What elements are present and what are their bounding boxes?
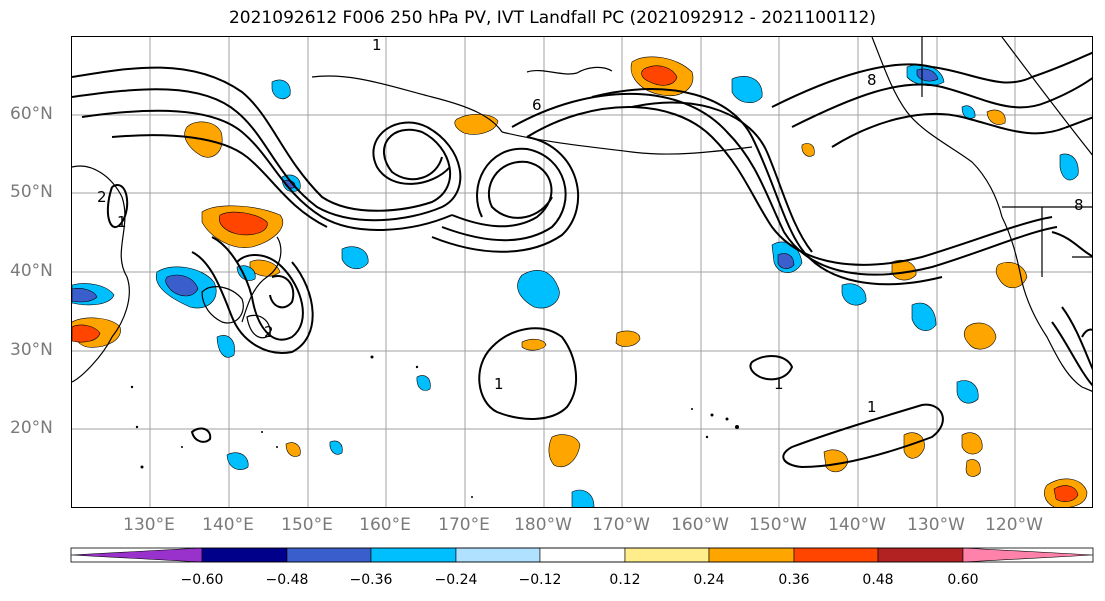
lat-label-40n: 40°N	[10, 261, 53, 281]
lon-label-130e: 130°E	[123, 515, 175, 535]
colorbar-tick-label: −0.12	[518, 572, 562, 588]
anomaly-positive	[823, 449, 849, 473]
anomaly-negative	[517, 270, 560, 309]
figure-title: 2021092612 F006 250 hPa PV, IVT Landfall…	[228, 8, 876, 28]
colorbar-cell	[793, 547, 879, 563]
colorbar-cell	[624, 547, 710, 563]
anomaly-negative	[731, 76, 763, 104]
lon-label-170w: 170°W	[592, 515, 650, 535]
contour-label: 8	[1074, 196, 1084, 214]
coastlines	[72, 37, 1092, 392]
anomaly-negative	[216, 335, 235, 358]
colorbar-cell	[286, 547, 372, 563]
anomaly-negative	[1059, 153, 1079, 181]
lat-label-50n: 50°N	[10, 182, 53, 202]
anomaly-positive	[72, 324, 101, 343]
contour-label: 6	[532, 96, 542, 114]
lon-label-140e: 140°E	[202, 515, 254, 535]
contour-labels: 1 2 6 8 1 2 1 1 1 8	[97, 37, 1084, 416]
anomaly-negative	[341, 246, 369, 270]
colorbar-tick-label: 0.36	[778, 572, 810, 588]
colorbar-tick-label: −0.24	[434, 572, 478, 588]
pv-contours	[72, 51, 1092, 469]
colorbar	[70, 547, 1094, 563]
anomaly-positive	[285, 442, 301, 457]
lon-label-170e: 170°E	[438, 515, 490, 535]
shaded-anomalies	[72, 56, 1088, 507]
lon-label-160e: 160°E	[359, 515, 411, 535]
colorbar-tick-label: 0.60	[947, 572, 979, 588]
lon-label-160w: 160°W	[671, 515, 729, 535]
anomaly-positive	[615, 330, 641, 347]
anomaly-negative	[777, 253, 795, 269]
lat-label-30n: 30°N	[10, 340, 53, 360]
colorbar-cell	[455, 547, 541, 563]
anomaly-positive	[965, 459, 981, 477]
colorbar-cell	[70, 547, 203, 563]
colorbar-tick-label: −0.48	[265, 572, 309, 588]
anomaly-positive	[641, 65, 678, 86]
anomaly-positive	[454, 114, 499, 135]
map-panel: 1 2 6 8 1 2 1 1 1 8	[71, 36, 1093, 508]
colorbar-cell	[877, 547, 964, 563]
anomaly-negative	[165, 274, 199, 297]
anomaly-positive	[963, 322, 997, 350]
contour-label: 1	[774, 375, 784, 393]
anomaly-negative	[329, 440, 343, 455]
colorbar-tick-label: −0.60	[180, 572, 224, 588]
colorbar-tick-label: 0.48	[862, 572, 894, 588]
contour-label: 1	[494, 375, 504, 393]
islands	[130, 355, 739, 498]
colorbar-tick-label: 0.24	[693, 572, 725, 588]
colorbar-cell	[370, 547, 457, 563]
anomaly-negative	[956, 380, 979, 404]
lat-label-60n: 60°N	[10, 104, 53, 124]
anomaly-negative	[226, 452, 249, 470]
anomaly-positive	[548, 434, 581, 468]
anomaly-positive	[903, 432, 925, 459]
colorbar-cell	[962, 547, 1094, 563]
colorbar-tick-label: 0.12	[609, 572, 641, 588]
anomaly-negative	[961, 105, 976, 119]
colorbar-cell	[708, 547, 795, 563]
anomaly-positive	[986, 109, 1006, 125]
map-canvas: 1 2 6 8 1 2 1 1 1 8	[72, 37, 1092, 507]
lat-label-20n: 20°N	[10, 418, 53, 438]
anomaly-positive	[801, 143, 815, 157]
anomaly-positive	[521, 338, 547, 351]
colorbar-cell	[201, 547, 288, 563]
contour-label: 1	[372, 37, 382, 54]
gridlines	[72, 37, 1092, 507]
anomaly-negative	[271, 79, 291, 100]
contour-label: 8	[867, 71, 877, 89]
anomaly-positive	[961, 432, 983, 455]
lon-label-140w: 140°W	[828, 515, 886, 535]
anomaly-negative	[571, 489, 595, 507]
anomaly-positive	[1053, 485, 1079, 502]
lon-label-120w: 120°W	[985, 515, 1043, 535]
lon-label-150e: 150°E	[281, 515, 333, 535]
anomaly-negative	[841, 283, 867, 306]
anomaly-negative	[416, 375, 431, 391]
contour-label: 1	[117, 213, 127, 231]
anomaly-negative	[911, 302, 937, 331]
contour-label: 1	[867, 398, 877, 416]
contour-label: 2	[264, 323, 274, 341]
anomaly-positive	[219, 211, 268, 236]
lon-label-180w: 180°W	[514, 515, 572, 535]
lon-label-130w: 130°W	[907, 515, 965, 535]
lon-label-150w: 150°W	[749, 515, 807, 535]
anomaly-negative	[72, 288, 98, 303]
contour-label: 2	[97, 188, 107, 206]
colorbar-tick-label: −0.36	[349, 572, 393, 588]
colorbar-cell	[539, 547, 626, 563]
